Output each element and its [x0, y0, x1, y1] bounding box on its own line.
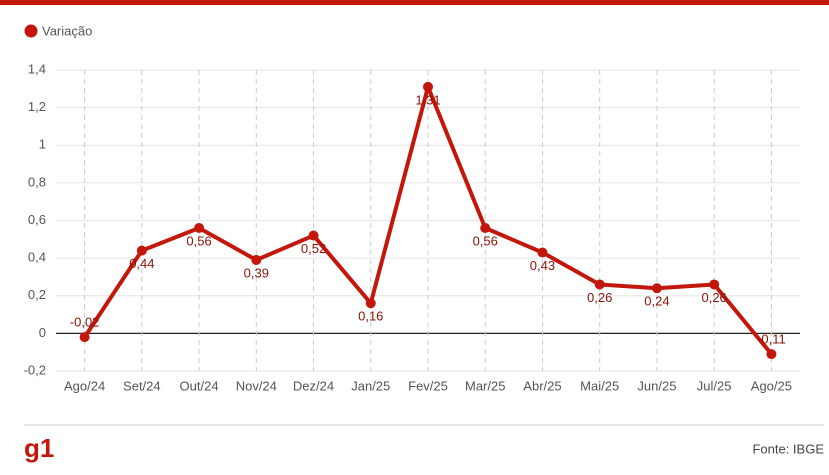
- data-point: [136, 245, 147, 256]
- data-label: 0,43: [530, 258, 555, 273]
- data-point: [423, 81, 433, 92]
- x-tick-label: Out/24: [180, 378, 219, 393]
- top-bar: [0, 0, 829, 5]
- y-tick-label: 1,4: [28, 61, 46, 76]
- x-tick-label: Nov/24: [236, 378, 277, 393]
- data-point: [308, 230, 319, 241]
- data-label: 0,56: [473, 233, 498, 248]
- x-tick-label: Fev/25: [408, 378, 448, 393]
- data-label: 0,52: [301, 241, 326, 256]
- data-label: 0,39: [244, 265, 269, 280]
- data-label: 0,26: [587, 290, 612, 305]
- data-point: [766, 349, 777, 360]
- data-label: 1,31: [415, 92, 440, 107]
- y-tick-label: -0,2: [24, 362, 46, 377]
- x-tick-label: Jun/25: [637, 378, 676, 393]
- x-tick-label: Mai/25: [580, 378, 619, 393]
- y-tick-label: 0,2: [28, 287, 46, 302]
- data-label: -0,02: [70, 315, 100, 330]
- data-point: [251, 255, 262, 266]
- x-tick-label: Abr/25: [523, 378, 561, 393]
- x-tick-label: Ago/24: [64, 378, 105, 393]
- y-tick-label: 1: [39, 137, 46, 152]
- source: Fonte: IBGE: [752, 441, 824, 456]
- data-point: [651, 283, 662, 294]
- data-label: 0,56: [186, 233, 211, 248]
- x-tick-label: Dez/24: [293, 378, 334, 393]
- legend-marker: [24, 24, 38, 38]
- y-tick-label: 0,6: [28, 212, 46, 227]
- y-tick-label: 0,4: [28, 250, 46, 265]
- data-point: [537, 247, 548, 258]
- legend-label: Variação: [42, 23, 92, 38]
- data-label: 0,16: [358, 309, 383, 324]
- y-tick-label: 0,8: [28, 174, 46, 189]
- y-tick-label: 1,2: [28, 99, 46, 114]
- data-label: 0,26: [701, 290, 726, 305]
- y-tick-label: 0: [39, 325, 46, 340]
- data-label: -0,11: [757, 332, 786, 347]
- data-point: [365, 298, 376, 309]
- logo: g1: [24, 433, 54, 463]
- x-tick-label: Jan/25: [351, 378, 390, 393]
- data-point: [594, 279, 605, 290]
- x-tick-label: Jul/25: [697, 378, 732, 393]
- data-point: [480, 223, 491, 234]
- data-point: [709, 279, 720, 290]
- data-point: [79, 332, 90, 343]
- x-tick-label: Set/24: [123, 378, 161, 393]
- x-tick-label: Ago/25: [751, 378, 792, 393]
- data-label: 0,24: [644, 294, 669, 309]
- data-point: [194, 223, 205, 234]
- x-tick-label: Mar/25: [465, 378, 505, 393]
- data-label: 0,44: [129, 256, 154, 271]
